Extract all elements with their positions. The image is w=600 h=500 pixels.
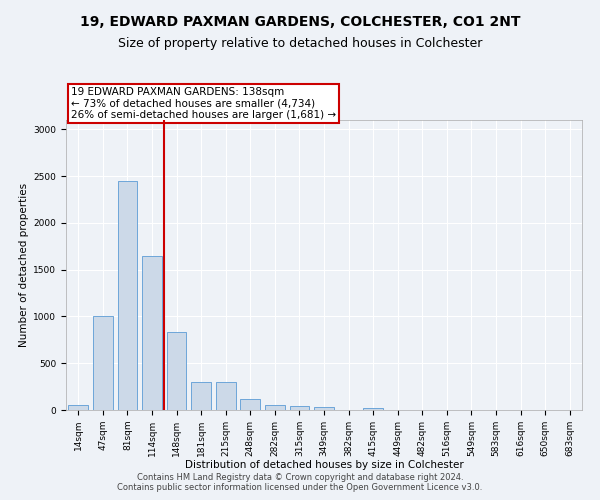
Y-axis label: Number of detached properties: Number of detached properties	[19, 183, 29, 347]
Text: Size of property relative to detached houses in Colchester: Size of property relative to detached ho…	[118, 38, 482, 51]
Text: 19 EDWARD PAXMAN GARDENS: 138sqm
← 73% of detached houses are smaller (4,734)
26: 19 EDWARD PAXMAN GARDENS: 138sqm ← 73% o…	[71, 87, 336, 120]
Bar	[364, 408, 383, 410]
Bar	[290, 406, 309, 410]
Bar	[167, 332, 187, 410]
Bar	[314, 406, 334, 410]
Bar	[142, 256, 162, 410]
X-axis label: Distribution of detached houses by size in Colchester: Distribution of detached houses by size …	[185, 460, 463, 470]
Bar	[216, 382, 236, 410]
Bar	[68, 406, 88, 410]
Text: Contains public sector information licensed under the Open Government Licence v3: Contains public sector information licen…	[118, 484, 482, 492]
Bar	[191, 382, 211, 410]
Text: 19, EDWARD PAXMAN GARDENS, COLCHESTER, CO1 2NT: 19, EDWARD PAXMAN GARDENS, COLCHESTER, C…	[80, 15, 520, 29]
Bar	[241, 399, 260, 410]
Text: Contains HM Land Registry data © Crown copyright and database right 2024.: Contains HM Land Registry data © Crown c…	[137, 474, 463, 482]
Bar	[265, 406, 284, 410]
Bar	[118, 181, 137, 410]
Bar	[93, 316, 113, 410]
